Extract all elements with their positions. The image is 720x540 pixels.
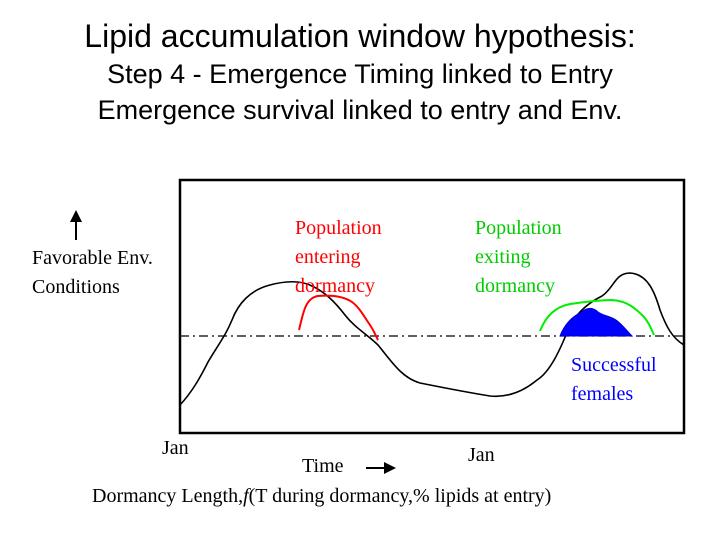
up-arrow-icon (70, 210, 82, 240)
title-main: Lipid accumulation window hypothesis: (84, 18, 636, 54)
entering-label-line1: Population (295, 217, 382, 239)
y-axis-label-line1: Favorable Env. (32, 247, 153, 269)
y-axis-label-line2: Conditions (32, 276, 120, 298)
entering-label: Population entering dormancy (295, 214, 382, 301)
exiting-population-curve (539, 298, 655, 336)
entering-label-line2: entering (295, 246, 361, 268)
exiting-label-line1: Population (475, 217, 562, 239)
title-block: Lipid accumulation window hypothesis: St… (0, 16, 720, 128)
x-axis-label: Time (302, 455, 344, 477)
x-tick-jan-start: Jan (162, 437, 189, 459)
successful-label: Successful females (571, 351, 657, 409)
successful-label-line1: Successful (571, 354, 657, 376)
exiting-label-line2: exiting (475, 246, 531, 268)
environment-curve (179, 272, 685, 406)
x-tick-jan-mid: Jan (468, 444, 495, 466)
caption-function: f (243, 485, 249, 507)
y-axis-label: Favorable Env. Conditions (32, 244, 153, 302)
right-arrow-icon (366, 462, 396, 474)
entering-label-line3: dormancy (295, 275, 375, 297)
caption-prefix: Dormancy Length, (92, 485, 244, 507)
entering-population-curve (298, 294, 379, 341)
caption: Dormancy Length,f(T during dormancy,% li… (92, 485, 551, 508)
plot-frame (178, 178, 686, 435)
title-survival: Emergence survival linked to entry and E… (97, 95, 623, 125)
exiting-label: Population exiting dormancy (475, 214, 562, 301)
successful-label-line2: females (571, 383, 634, 405)
successful-females-area (559, 307, 634, 337)
caption-rest: (T during dormancy,% lipids at entry) (248, 485, 552, 507)
exiting-label-line3: dormancy (475, 275, 555, 297)
title-step: Step 4 - Emergence Timing linked to Entr… (107, 59, 613, 89)
